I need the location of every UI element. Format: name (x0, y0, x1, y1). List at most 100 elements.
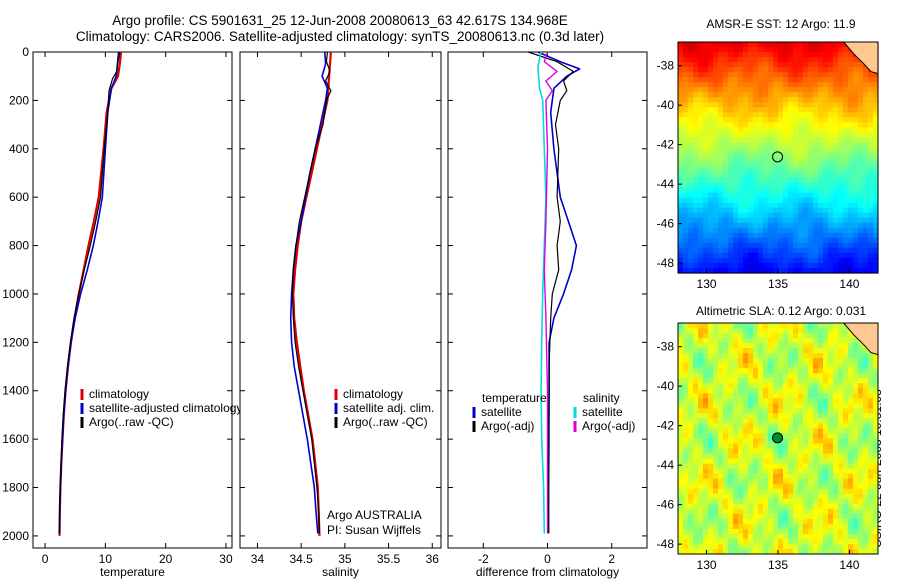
sla-map-cell (873, 423, 879, 430)
sla-map-cell (803, 438, 809, 445)
sst-map-cell (773, 252, 779, 259)
sst-map-cell (863, 177, 869, 184)
sla-map-cell (868, 413, 874, 420)
sla-map-cell (703, 388, 709, 394)
sst-map-cell (723, 77, 729, 83)
sla-map-cell (858, 543, 864, 550)
sst-map-cell (803, 47, 809, 53)
sst-map-cell (748, 172, 754, 179)
sst-map-cell (833, 197, 839, 204)
sla-map-cell (833, 478, 839, 485)
sla-map-cell (758, 423, 764, 430)
sla-map-cell (678, 363, 684, 369)
sla-map-cell (758, 498, 764, 505)
sla-map-cell (783, 428, 789, 435)
temperature-ytick-label: 0 (22, 45, 29, 59)
sst-map-cell (758, 187, 764, 194)
sst-map-cell (768, 157, 774, 164)
sla-map-cell (743, 378, 749, 384)
sla-map-cell (713, 423, 719, 430)
sst-map-cell (863, 167, 869, 174)
sst-map-cell (838, 187, 844, 194)
sla-map-cell (738, 383, 744, 389)
sst-map-cell (758, 207, 764, 214)
sla-map-cell (788, 423, 794, 430)
sst-map-cell (783, 252, 789, 259)
sst-map-cell (678, 177, 684, 184)
sst-map-cell (748, 72, 754, 78)
sst-map-cell (773, 242, 779, 249)
sst-map-cell (728, 137, 734, 144)
sla-map-cell (763, 428, 769, 435)
sst-map-cell (788, 207, 794, 214)
sst-map-cell (728, 222, 734, 229)
sst-map-cell (688, 77, 694, 83)
sst-map-cell (738, 147, 744, 154)
sla-map-cell (858, 493, 864, 500)
figure-title-line2: Climatology: CARS2006. Satellite-adjuste… (75, 29, 605, 44)
sla-map-cell (758, 378, 764, 384)
sst-map-cell (863, 247, 869, 254)
sst-map-cell (788, 127, 794, 133)
sla-map-cell (708, 468, 714, 475)
sst-map-cell (788, 142, 794, 149)
sla-map-cell (733, 473, 739, 480)
sst-map-cell (858, 232, 864, 239)
sla-map-cell (838, 393, 844, 399)
sla-map-cell (678, 358, 684, 364)
sla-map-cell (853, 538, 859, 545)
sla-map-cell (778, 423, 784, 430)
sla-map-cell (818, 498, 824, 505)
sst-map-cell (823, 47, 829, 53)
sla-map-cell (848, 508, 854, 515)
sst-map-cell (848, 112, 854, 118)
sla-map-cell (703, 393, 709, 399)
sla-map-cell (863, 398, 869, 404)
sla-map-cell (693, 473, 699, 480)
sla-map-cell (688, 498, 694, 505)
sla-map-cell (868, 353, 874, 359)
sla-map-cell (708, 458, 714, 465)
difference-legend-label-temperature: Argo(-adj) (481, 419, 534, 433)
sla-map-cell (808, 378, 814, 384)
sla-map-cell (713, 368, 719, 374)
sst-map-cell (708, 222, 714, 229)
sla-map-cell (818, 393, 824, 399)
sst-map-cell (708, 257, 714, 264)
sst-map-cell (733, 227, 739, 234)
sst-map-cell (693, 52, 699, 58)
sla-map-cell (743, 373, 749, 379)
sla-map-cell (833, 383, 839, 389)
sla-map-cell (703, 523, 709, 530)
sla-map-cell (798, 378, 804, 384)
sla-map-cell (788, 478, 794, 485)
sla-map-cell (843, 393, 849, 399)
sst-map-cell (833, 187, 839, 194)
sla-map-cell (693, 373, 699, 379)
sst-map-cell (793, 212, 799, 219)
sla-map-cell (713, 488, 719, 495)
sst-map-cell (683, 122, 689, 128)
sst-map-cell (793, 97, 799, 103)
sla-map-cell (708, 453, 714, 460)
sst-map-cell (798, 97, 804, 103)
sst-map-cell (698, 182, 704, 189)
sst-map-cell (773, 262, 779, 269)
sla-map-cell (798, 333, 804, 339)
sla-map-cell (778, 513, 784, 520)
sst-map-cell (803, 242, 809, 249)
sst-map-cell (818, 252, 824, 259)
sst-map-cell (843, 147, 849, 154)
sst-map-cell (813, 102, 819, 108)
sla-map-cell (803, 508, 809, 515)
sst-map-cell (853, 212, 859, 219)
sla-map-cell (773, 538, 779, 545)
sla-map-cell (823, 453, 829, 460)
sla-map-cell (728, 333, 734, 339)
sst-map-cell (828, 207, 834, 214)
sst-map-cell (728, 47, 734, 53)
sla-map-cell (753, 453, 759, 460)
sst-map-cell (733, 177, 739, 184)
sla-map-cell (748, 438, 754, 445)
sst-map-cell (848, 62, 854, 68)
